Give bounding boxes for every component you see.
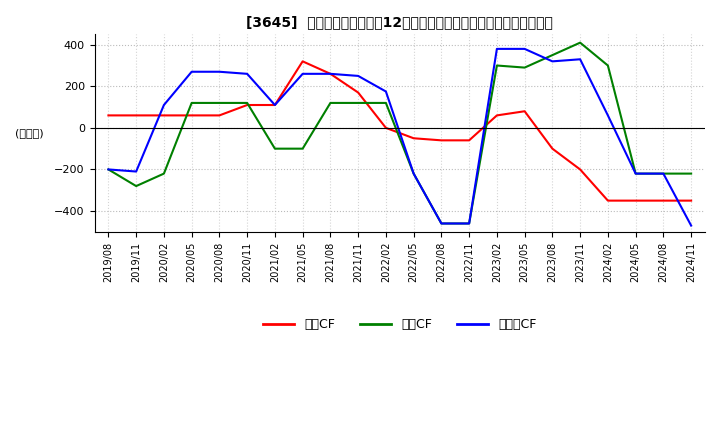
- 投資CF: [548, 52, 557, 58]
- フリーCF: [687, 223, 696, 228]
- 営業CF: [631, 198, 640, 203]
- フリーCF: [187, 69, 196, 74]
- 営業CF: [465, 138, 474, 143]
- フリーCF: [326, 71, 335, 77]
- 営業CF: [603, 198, 612, 203]
- 投資CF: [354, 100, 362, 106]
- 営業CF: [215, 113, 224, 118]
- フリーCF: [521, 46, 529, 51]
- 投資CF: [603, 63, 612, 68]
- 投資CF: [437, 221, 446, 226]
- 営業CF: [521, 109, 529, 114]
- Legend: 営業CF, 投資CF, フリーCF: 営業CF, 投資CF, フリーCF: [258, 313, 541, 336]
- フリーCF: [437, 221, 446, 226]
- 営業CF: [243, 103, 251, 108]
- 投資CF: [659, 171, 667, 176]
- フリーCF: [354, 73, 362, 79]
- 投資CF: [298, 146, 307, 151]
- 営業CF: [548, 146, 557, 151]
- フリーCF: [243, 71, 251, 77]
- 営業CF: [382, 125, 390, 131]
- 投資CF: [382, 100, 390, 106]
- 営業CF: [687, 198, 696, 203]
- 投資CF: [465, 221, 474, 226]
- Title: [3645]  キャッシュフローの12か月移動合計の対前年同期増減額の推移: [3645] キャッシュフローの12か月移動合計の対前年同期増減額の推移: [246, 15, 553, 29]
- 投資CF: [271, 146, 279, 151]
- 投資CF: [215, 100, 224, 106]
- フリーCF: [104, 167, 113, 172]
- 営業CF: [132, 113, 140, 118]
- フリーCF: [659, 171, 667, 176]
- Line: フリーCF: フリーCF: [109, 49, 691, 226]
- 投資CF: [104, 167, 113, 172]
- 投資CF: [492, 63, 501, 68]
- フリーCF: [576, 57, 585, 62]
- フリーCF: [631, 171, 640, 176]
- Line: 営業CF: 営業CF: [109, 61, 691, 201]
- フリーCF: [410, 171, 418, 176]
- フリーCF: [298, 71, 307, 77]
- 投資CF: [160, 171, 168, 176]
- フリーCF: [492, 46, 501, 51]
- Y-axis label: (百万円): (百万円): [15, 128, 44, 138]
- Line: 投資CF: 投資CF: [109, 43, 691, 224]
- 投資CF: [631, 171, 640, 176]
- フリーCF: [465, 221, 474, 226]
- 営業CF: [410, 136, 418, 141]
- フリーCF: [548, 59, 557, 64]
- 投資CF: [576, 40, 585, 45]
- 投資CF: [132, 183, 140, 189]
- 営業CF: [576, 167, 585, 172]
- 投資CF: [687, 171, 696, 176]
- フリーCF: [603, 113, 612, 118]
- 投資CF: [326, 100, 335, 106]
- 投資CF: [521, 65, 529, 70]
- 営業CF: [326, 71, 335, 77]
- 営業CF: [492, 113, 501, 118]
- フリーCF: [382, 89, 390, 94]
- 営業CF: [659, 198, 667, 203]
- 投資CF: [187, 100, 196, 106]
- 投資CF: [243, 100, 251, 106]
- フリーCF: [271, 103, 279, 108]
- フリーCF: [215, 69, 224, 74]
- フリーCF: [132, 169, 140, 174]
- 営業CF: [187, 113, 196, 118]
- フリーCF: [160, 103, 168, 108]
- 営業CF: [271, 103, 279, 108]
- 営業CF: [160, 113, 168, 118]
- 営業CF: [354, 90, 362, 95]
- 営業CF: [437, 138, 446, 143]
- 投資CF: [410, 171, 418, 176]
- 営業CF: [104, 113, 113, 118]
- 営業CF: [298, 59, 307, 64]
